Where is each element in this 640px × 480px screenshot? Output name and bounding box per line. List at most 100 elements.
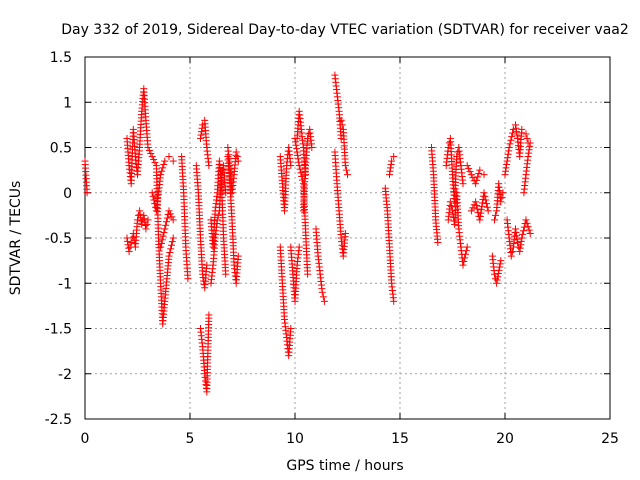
interp-point (525, 146, 533, 154)
interp-point (481, 192, 489, 200)
interp-point (516, 244, 524, 252)
interp-point (295, 158, 303, 166)
data-point (467, 171, 475, 179)
data-point (136, 207, 144, 215)
interp-point (141, 222, 149, 230)
data-point (165, 153, 173, 161)
x-tick-label: 20 (496, 431, 514, 447)
data-point (388, 157, 396, 165)
data-point (295, 162, 303, 170)
data-point (161, 157, 169, 165)
data-point (222, 189, 230, 197)
y-tick-label: -0.5 (45, 231, 72, 247)
interp-point (469, 204, 477, 212)
data-point (287, 162, 295, 170)
interp-point (124, 237, 132, 245)
interp-point (477, 209, 485, 217)
interp-point (460, 258, 468, 266)
data-point (222, 270, 230, 278)
interp-point (150, 196, 158, 204)
interp-point (159, 164, 167, 172)
interp-point (483, 200, 491, 208)
data-point (140, 211, 148, 219)
data-point (161, 225, 169, 233)
y-tick-label: 0.5 (50, 141, 72, 157)
interp-point (523, 134, 531, 142)
data-point (308, 144, 316, 151)
interp-point (496, 260, 504, 268)
data-point (169, 157, 177, 165)
interp-point (338, 121, 346, 129)
data-point (434, 239, 442, 247)
data-point (522, 130, 530, 138)
interp-point (150, 156, 158, 164)
data-point (304, 134, 312, 142)
interp-point (478, 202, 486, 210)
data-point (341, 162, 349, 170)
interp-point (494, 270, 502, 278)
data-point (386, 171, 393, 179)
interp-point (513, 131, 521, 139)
data-point (344, 171, 351, 179)
interp-point (492, 211, 500, 219)
data-point (169, 234, 177, 242)
data-point (337, 116, 345, 124)
interp-point (508, 248, 516, 256)
interp-point (523, 219, 531, 227)
interp-point (143, 220, 151, 228)
data-point (522, 216, 530, 224)
interp-point (513, 232, 521, 240)
data-point (390, 297, 398, 305)
data-point (199, 270, 207, 278)
interp-point (197, 131, 205, 139)
interp-point (494, 273, 502, 281)
data-point (476, 166, 484, 174)
interp-point (157, 239, 165, 247)
data-point (148, 153, 156, 161)
data-point (318, 288, 326, 296)
interp-point (160, 160, 168, 168)
interp-point (517, 241, 525, 249)
interp-point (466, 168, 474, 176)
data-point (526, 229, 534, 237)
interp-point (294, 155, 302, 163)
interp-point (461, 254, 469, 262)
interp-point (507, 136, 515, 144)
data-point (341, 229, 349, 237)
data-point (144, 216, 152, 224)
interp-point (198, 128, 206, 136)
data-point (480, 189, 488, 197)
data-point (295, 243, 303, 251)
data-point (234, 252, 242, 260)
interp-point (292, 141, 300, 149)
data-point (501, 171, 509, 179)
chart-title: Day 332 of 2019, Sidereal Day-to-day VTE… (61, 22, 629, 38)
data-point (497, 257, 505, 265)
interp-point (387, 160, 395, 168)
data-point (446, 198, 454, 206)
interp-point (462, 247, 470, 255)
interp-point (294, 151, 302, 159)
data-point (499, 189, 507, 197)
interp-point (512, 228, 520, 236)
interp-point (498, 193, 506, 201)
interp-point (293, 148, 301, 156)
interp-point (519, 227, 527, 235)
x-tick-label: 25 (601, 431, 619, 447)
interp-point (166, 248, 174, 256)
interp-point (319, 293, 327, 301)
data-point (505, 144, 513, 151)
interp-point (502, 164, 510, 172)
data-point (467, 207, 475, 215)
x-tick-label: 0 (81, 431, 90, 447)
interp-point (525, 226, 533, 234)
y-axis-label: SDTVAR / TECUs (8, 181, 24, 296)
interp-point (214, 211, 222, 219)
interp-point (478, 199, 486, 207)
interp-point (475, 170, 483, 178)
interp-point (159, 232, 167, 240)
interp-point (496, 263, 504, 271)
data-point (507, 252, 515, 260)
interp-point (163, 214, 171, 222)
